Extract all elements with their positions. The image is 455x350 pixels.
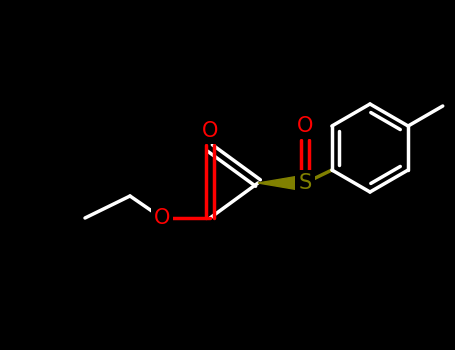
Text: O: O <box>297 116 313 136</box>
Text: S: S <box>298 173 312 193</box>
Text: O: O <box>202 121 218 141</box>
Text: O: O <box>154 208 170 228</box>
Polygon shape <box>258 175 305 191</box>
